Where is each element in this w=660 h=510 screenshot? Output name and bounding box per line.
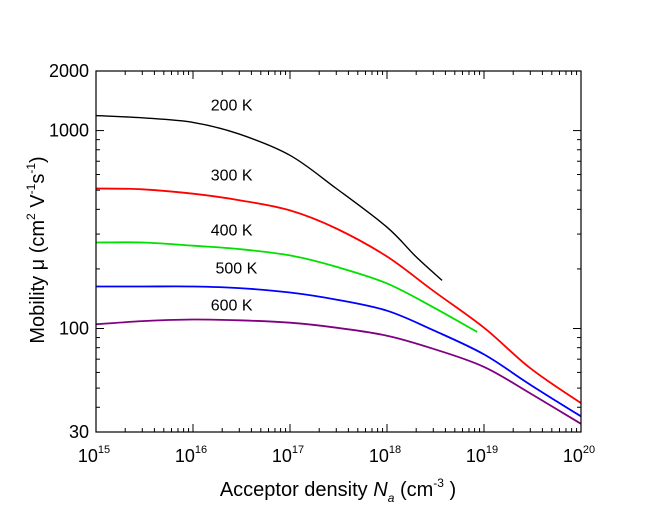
series-line-500k bbox=[95, 285, 582, 418]
series-label-600k: 600 K bbox=[211, 298, 253, 315]
x-tick-exponent: 18 bbox=[389, 444, 401, 456]
series-line-400k bbox=[95, 241, 478, 333]
x-title-var-sub: a bbox=[388, 491, 395, 505]
series-label-200k: 200 K bbox=[211, 98, 253, 115]
y-title-mid2: s bbox=[27, 174, 49, 184]
series-line-300k bbox=[95, 187, 582, 404]
y-tick-label: 30 bbox=[69, 422, 89, 442]
x-tick-exponent: 20 bbox=[583, 444, 595, 456]
x-tick-exponent: 19 bbox=[486, 444, 498, 456]
series-label-400k: 400 K bbox=[211, 223, 253, 240]
x-tick-exponent: 16 bbox=[195, 444, 207, 456]
x-tick-exponent: 17 bbox=[292, 444, 304, 456]
series-layer bbox=[95, 114, 582, 425]
series-line-200k bbox=[95, 114, 443, 281]
y-axis-title: Mobility μ (cm2 V-1s-1) bbox=[24, 156, 49, 343]
x-tick-label: 1018 bbox=[369, 444, 401, 466]
plot-frame bbox=[95, 70, 582, 433]
x-tick-label: 1016 bbox=[175, 444, 207, 466]
series-label-500k: 500 K bbox=[215, 260, 257, 277]
series-label-300k: 300 K bbox=[211, 167, 253, 184]
x-title-unit-sup: -3 bbox=[433, 476, 444, 490]
x-tick-base: 10 bbox=[78, 446, 98, 466]
x-tick-base: 10 bbox=[563, 446, 583, 466]
series-line-600k bbox=[95, 318, 582, 425]
ticks-layer bbox=[96, 70, 581, 433]
y-title-sup1: 2 bbox=[24, 213, 38, 220]
x-title-unit-close: ) bbox=[444, 479, 456, 501]
labels-layer: 1015 1016 1017 1018 1019 10203010010002000200… bbox=[49, 61, 595, 466]
x-title-unit-open: (cm bbox=[394, 479, 433, 501]
y-tick-label: 1000 bbox=[49, 121, 89, 141]
x-tick-label: 1019 bbox=[466, 444, 498, 466]
x-tick-base: 10 bbox=[175, 446, 195, 466]
x-tick-label: 1015 bbox=[78, 444, 110, 466]
x-tick-label: 1020 bbox=[563, 444, 595, 466]
y-tick-label: 2000 bbox=[49, 61, 89, 81]
x-tick-label: 1017 bbox=[272, 444, 304, 466]
x-title-var: N bbox=[373, 479, 388, 501]
y-title-sup3: -1 bbox=[24, 163, 38, 174]
x-tick-base: 10 bbox=[272, 446, 292, 466]
x-tick-base: 10 bbox=[466, 446, 486, 466]
y-title-close: ) bbox=[27, 156, 49, 163]
y-title-prefix: Mobility μ (cm bbox=[27, 220, 49, 344]
x-title-prefix: Acceptor density bbox=[220, 479, 373, 501]
x-axis-title: Acceptor density Na (cm-3 ) bbox=[220, 476, 456, 505]
y-tick-label: 100 bbox=[59, 319, 89, 339]
x-tick-exponent: 15 bbox=[98, 444, 110, 456]
y-title-sup2: -1 bbox=[24, 183, 38, 194]
y-title-mid1: V bbox=[27, 194, 49, 214]
x-tick-base: 10 bbox=[369, 446, 389, 466]
